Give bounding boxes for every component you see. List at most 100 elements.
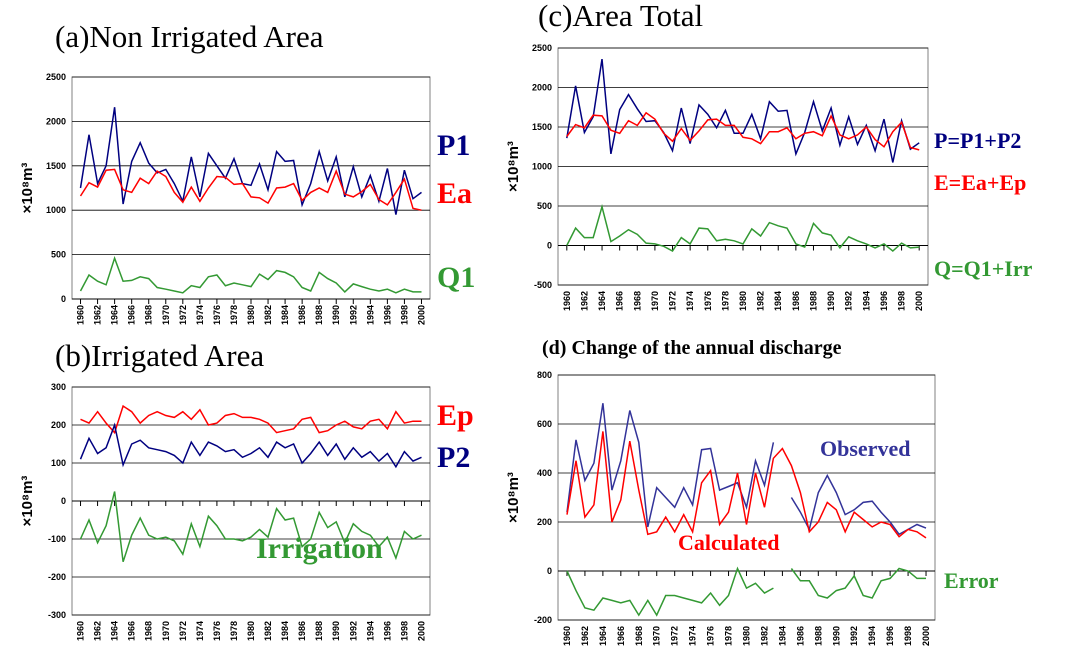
x-tick-label: 1966 (616, 626, 626, 646)
series-line (79, 491, 422, 563)
legend-label: Q1 (437, 261, 475, 294)
y-tick-label: 0 (61, 294, 66, 304)
x-tick-label: 1990 (331, 621, 341, 641)
legend-label: Irrigation (256, 532, 383, 565)
y-tick-label: 300 (51, 382, 66, 392)
legend-label: P2 (437, 441, 470, 474)
x-tick-label: 1998 (399, 305, 409, 325)
x-tick-label: 1978 (229, 621, 239, 641)
plot-area (71, 76, 431, 300)
series-line (566, 111, 920, 151)
x-tick-label: 1998 (903, 626, 913, 646)
x-tick-label: 1992 (844, 291, 854, 311)
x-tick-label: 1990 (826, 291, 836, 311)
x-tick-label: 2000 (914, 291, 924, 311)
x-tick-label: 1994 (867, 626, 877, 646)
x-tick-label: 1982 (759, 626, 769, 646)
series-line (566, 403, 927, 536)
x-tick-label: 1988 (808, 291, 818, 311)
x-tick-label: 1964 (110, 305, 120, 325)
x-tick-label: 1994 (861, 291, 871, 311)
legend-label: Ep (437, 399, 474, 432)
y-tick-label: 1000 (532, 162, 552, 172)
x-tick-label: 1966 (615, 291, 625, 311)
legend-label: Calculated (678, 530, 779, 555)
x-tick-label: 1982 (263, 305, 273, 325)
x-tick-label: 1996 (885, 626, 895, 646)
legend-label: Q=Q1+Irr (934, 256, 1033, 281)
legend-label: Error (944, 568, 999, 593)
y-tick-label: -100 (48, 534, 66, 544)
x-tick-label: 1982 (263, 621, 273, 641)
series-line (80, 404, 422, 435)
x-tick-label: 1964 (597, 291, 607, 311)
x-tick-label: 2000 (921, 626, 931, 646)
x-tick-label: 1996 (382, 305, 392, 325)
x-tick-label: 1984 (280, 621, 290, 641)
x-tick-label: 1960 (562, 291, 572, 311)
y-tick-label: -500 (534, 280, 552, 290)
panel-title: (b)Irrigated Area (55, 338, 264, 373)
y-tick-label: 2500 (532, 43, 552, 53)
y-tick-label: -300 (48, 610, 66, 620)
y-axis-label: ×10⁸m³ (19, 163, 36, 214)
x-tick-label: 1990 (831, 626, 841, 646)
series-line (79, 422, 422, 469)
x-tick-label: 1976 (706, 626, 716, 646)
x-tick-label: 1972 (670, 626, 680, 646)
x-tick-label: 1980 (246, 305, 256, 325)
plot-area (557, 374, 936, 621)
x-tick-label: 1968 (632, 291, 642, 311)
x-tick-label: 1972 (178, 305, 188, 325)
x-tick-label: 1980 (742, 626, 752, 646)
panel-title: (d) Change of the annual discharge (542, 337, 842, 359)
x-tick-label: 1966 (127, 621, 137, 641)
legend-label: P=P1+P2 (934, 128, 1021, 153)
y-tick-label: 200 (537, 517, 552, 527)
x-tick-label: 1964 (598, 626, 608, 646)
y-tick-label: 600 (537, 419, 552, 429)
x-tick-label: 1998 (897, 291, 907, 311)
y-axis-label: ×10⁸m³ (19, 476, 36, 527)
y-tick-label: 1500 (532, 122, 552, 132)
x-tick-label: 1992 (348, 305, 358, 325)
series-line (79, 168, 422, 211)
x-tick-label: 1988 (813, 626, 823, 646)
x-tick-label: 1996 (382, 621, 392, 641)
x-tick-label: 1970 (652, 626, 662, 646)
y-tick-label: 0 (547, 566, 552, 576)
y-tick-label: 500 (51, 250, 66, 260)
x-tick-label: 1988 (314, 305, 324, 325)
x-tick-label: 1992 (348, 621, 358, 641)
x-tick-label: 1966 (127, 305, 137, 325)
x-tick-label: 1984 (280, 305, 290, 325)
y-tick-label: 2500 (46, 72, 66, 82)
x-tick-label: 1992 (849, 626, 859, 646)
x-tick-label: 1972 (178, 621, 188, 641)
x-tick-label: 1962 (93, 621, 103, 641)
x-tick-label: 1960 (76, 305, 86, 325)
x-tick-label: 1960 (562, 626, 572, 646)
x-tick-label: 1970 (161, 621, 171, 641)
x-tick-label: 1970 (161, 305, 171, 325)
x-tick-label: 1990 (331, 305, 341, 325)
x-tick-label: 1978 (229, 305, 239, 325)
y-tick-label: 800 (537, 370, 552, 380)
x-tick-label: 1984 (777, 626, 787, 646)
x-tick-label: 1986 (791, 291, 801, 311)
y-tick-label: 1500 (46, 161, 66, 171)
x-tick-label: 1970 (650, 291, 660, 311)
y-tick-label: 2000 (46, 116, 66, 126)
y-tick-label: -200 (48, 572, 66, 582)
x-tick-label: 1986 (297, 621, 307, 641)
y-tick-label: 2000 (532, 83, 552, 93)
legend-label: P1 (437, 129, 470, 162)
x-tick-label: 1974 (688, 626, 698, 646)
x-tick-label: 1962 (93, 305, 103, 325)
legend-label: Observed (820, 436, 910, 461)
x-tick-label: 2000 (416, 621, 426, 641)
series-line (79, 255, 422, 294)
y-tick-label: 500 (537, 201, 552, 211)
x-tick-label: 1976 (212, 305, 222, 325)
